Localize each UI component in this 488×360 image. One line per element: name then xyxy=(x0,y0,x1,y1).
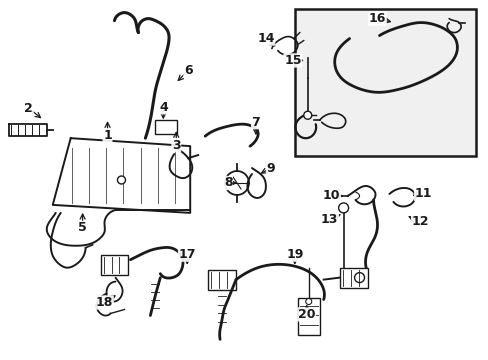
Text: 13: 13 xyxy=(320,213,338,226)
Text: 15: 15 xyxy=(284,54,301,67)
Text: 20: 20 xyxy=(297,308,315,321)
Text: 8: 8 xyxy=(224,176,232,189)
Text: 5: 5 xyxy=(78,221,87,234)
Text: 14: 14 xyxy=(257,32,274,45)
Text: 17: 17 xyxy=(178,248,196,261)
Text: 7: 7 xyxy=(251,116,260,129)
Bar xyxy=(294,9,475,156)
Text: 10: 10 xyxy=(322,189,340,202)
Bar xyxy=(339,268,367,288)
Text: 12: 12 xyxy=(411,215,428,228)
Circle shape xyxy=(354,273,364,283)
Bar xyxy=(101,255,128,275)
Circle shape xyxy=(303,111,311,119)
Text: 11: 11 xyxy=(414,188,431,201)
Text: 3: 3 xyxy=(172,139,180,152)
Circle shape xyxy=(117,176,125,184)
Bar xyxy=(297,298,319,336)
Circle shape xyxy=(338,203,348,213)
Text: 1: 1 xyxy=(103,129,112,142)
Text: 9: 9 xyxy=(266,162,275,175)
Text: 4: 4 xyxy=(159,101,167,114)
Text: 2: 2 xyxy=(24,102,33,115)
Text: 18: 18 xyxy=(96,296,113,309)
Circle shape xyxy=(305,298,311,305)
Text: 16: 16 xyxy=(368,12,386,25)
Text: 19: 19 xyxy=(285,248,303,261)
Text: 6: 6 xyxy=(183,64,192,77)
Circle shape xyxy=(224,171,248,195)
Bar xyxy=(155,120,177,134)
Bar xyxy=(208,270,236,289)
